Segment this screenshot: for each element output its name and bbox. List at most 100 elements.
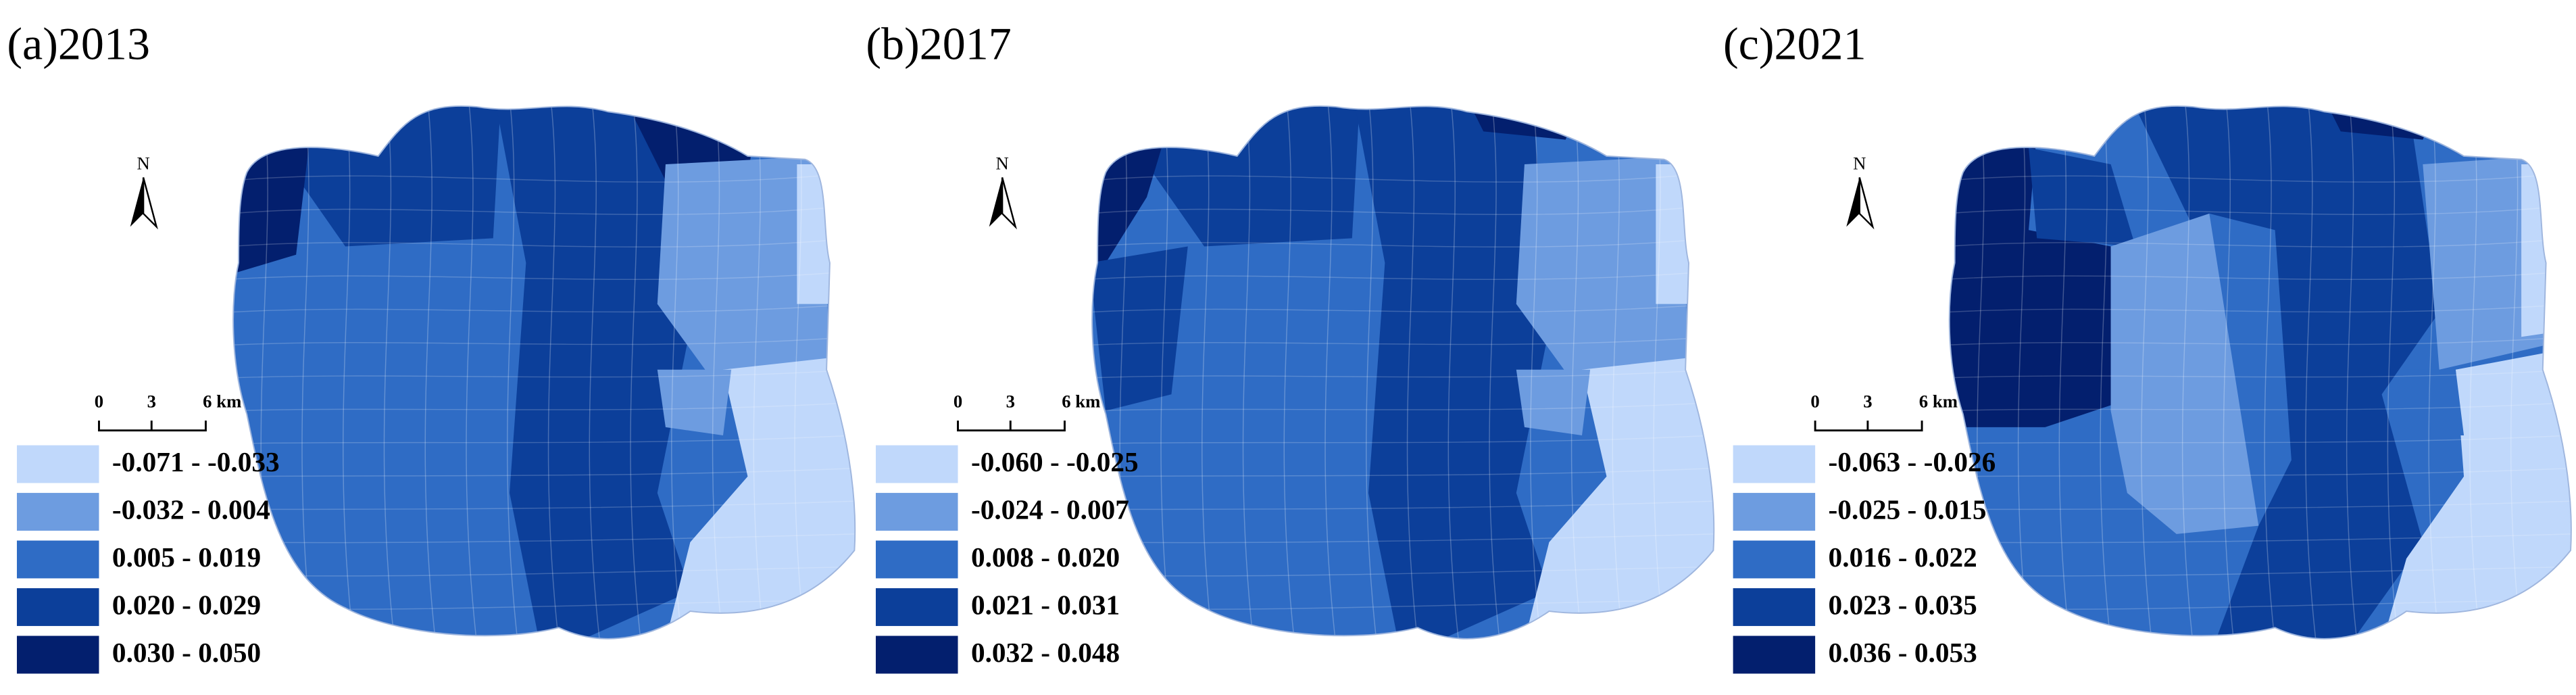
district-boundary [1949,500,2571,510]
legend-swatch [876,445,958,483]
district-boundary [301,105,315,639]
north-arrow [142,177,158,230]
legend-label: 0.008 - 0.020 [971,542,1120,573]
district-boundary [1653,105,1666,639]
map [233,105,856,639]
district-boundary [1949,435,2571,444]
district-boundary [1530,105,1543,639]
district-boundary [1242,105,1256,639]
district-region [657,155,830,395]
north-arrow [1858,177,1875,230]
district-boundary [507,105,520,639]
district-boundary [2223,105,2236,639]
district-boundary [1489,105,1502,639]
district-boundary [547,105,562,639]
panel: (b)2017 N 0 3 6 km -0.060 - -0.025 -0.024 - 0.… [866,18,1715,674]
district-boundary [2141,105,2154,639]
district-region [2406,369,2464,436]
north-label: N [1853,153,1866,173]
district-boundary [1092,500,1714,510]
legend-label: -0.025 - 0.015 [1829,494,1987,525]
legend-label: -0.060 - -0.025 [971,446,1139,477]
district-boundary [1949,467,2571,477]
legend-label: -0.063 - -0.026 [1829,446,1996,477]
district-boundary [753,105,766,639]
legend-label: 0.005 - 0.019 [112,542,261,573]
district-boundary [1949,369,2571,379]
district-region [1516,369,1591,436]
district-boundary [233,172,855,183]
district-boundary [1447,105,1461,639]
map [1949,105,2571,639]
legend-swatch [1733,445,1816,483]
district-boundary [1092,467,1714,477]
district-boundary [424,105,438,639]
panel-title: (b)2017 [866,18,1011,69]
district-boundary [1949,533,2571,544]
district-boundary [1949,336,2571,346]
district-boundary [1092,237,1714,248]
district-region [657,369,732,436]
district-boundary [1160,105,1174,639]
scale-label: 6 km [1062,391,1100,412]
district-boundary [1202,105,1215,639]
district-region [797,164,839,304]
district-boundary [1949,566,2571,577]
scale-label: 0 [95,391,103,412]
district-boundary [712,105,726,639]
district-boundary [1570,105,1585,639]
district-region [1949,131,2119,427]
scale-label: 3 [147,391,156,412]
scale-bar [98,421,207,432]
district-boundary [2305,105,2319,639]
legend-swatch [1733,588,1816,626]
district-boundary [1366,105,1379,639]
district-boundary [1092,435,1714,444]
legend-label: 0.023 - 0.035 [1829,590,1977,621]
district-boundary [1949,402,2571,412]
legend-label: 0.016 - 0.022 [1829,542,1977,573]
legend-swatch [1733,540,1816,579]
legend-label: -0.032 - 0.004 [112,494,270,525]
district-boundary [233,303,855,313]
district-boundary [1283,105,1297,639]
panel-title: (a)2013 [7,18,150,69]
district-boundary [1949,270,2571,281]
legend-swatch [16,445,99,483]
district-boundary [233,237,855,248]
scale-label: 3 [1863,391,1872,412]
district-boundary [1949,237,2571,248]
district-boundary [1092,566,1714,577]
district-boundary [2346,105,2360,639]
district-boundary [2181,105,2196,639]
legend-swatch [876,588,958,626]
north-label: N [137,153,149,173]
legend-label: 0.032 - 0.048 [971,637,1120,668]
north-arrow [989,177,1003,227]
district-boundary [233,205,855,215]
scale-bar [1814,421,1923,432]
district-boundary [233,467,855,477]
district-region [493,105,691,639]
district-boundary [1092,533,1714,544]
district-boundary [1406,105,1420,639]
legend-swatch [16,588,99,626]
district-boundary [2100,105,2113,639]
district-boundary [383,105,397,639]
district-boundary [1949,205,2571,215]
legend-label: -0.071 - -0.033 [112,446,280,477]
district-boundary [466,105,479,639]
legend-label: 0.020 - 0.029 [112,590,261,621]
legend-swatch [876,493,958,531]
north-arrow [1001,177,1017,230]
district-boundary [233,435,855,444]
district-boundary [2428,105,2442,639]
legend-label: 0.030 - 0.050 [112,637,261,668]
district-boundary [1092,172,1714,183]
scale-bar [957,421,1066,432]
district-boundary [2058,105,2072,639]
north-label: N [995,153,1008,173]
legend-label: 0.021 - 0.031 [971,590,1120,621]
